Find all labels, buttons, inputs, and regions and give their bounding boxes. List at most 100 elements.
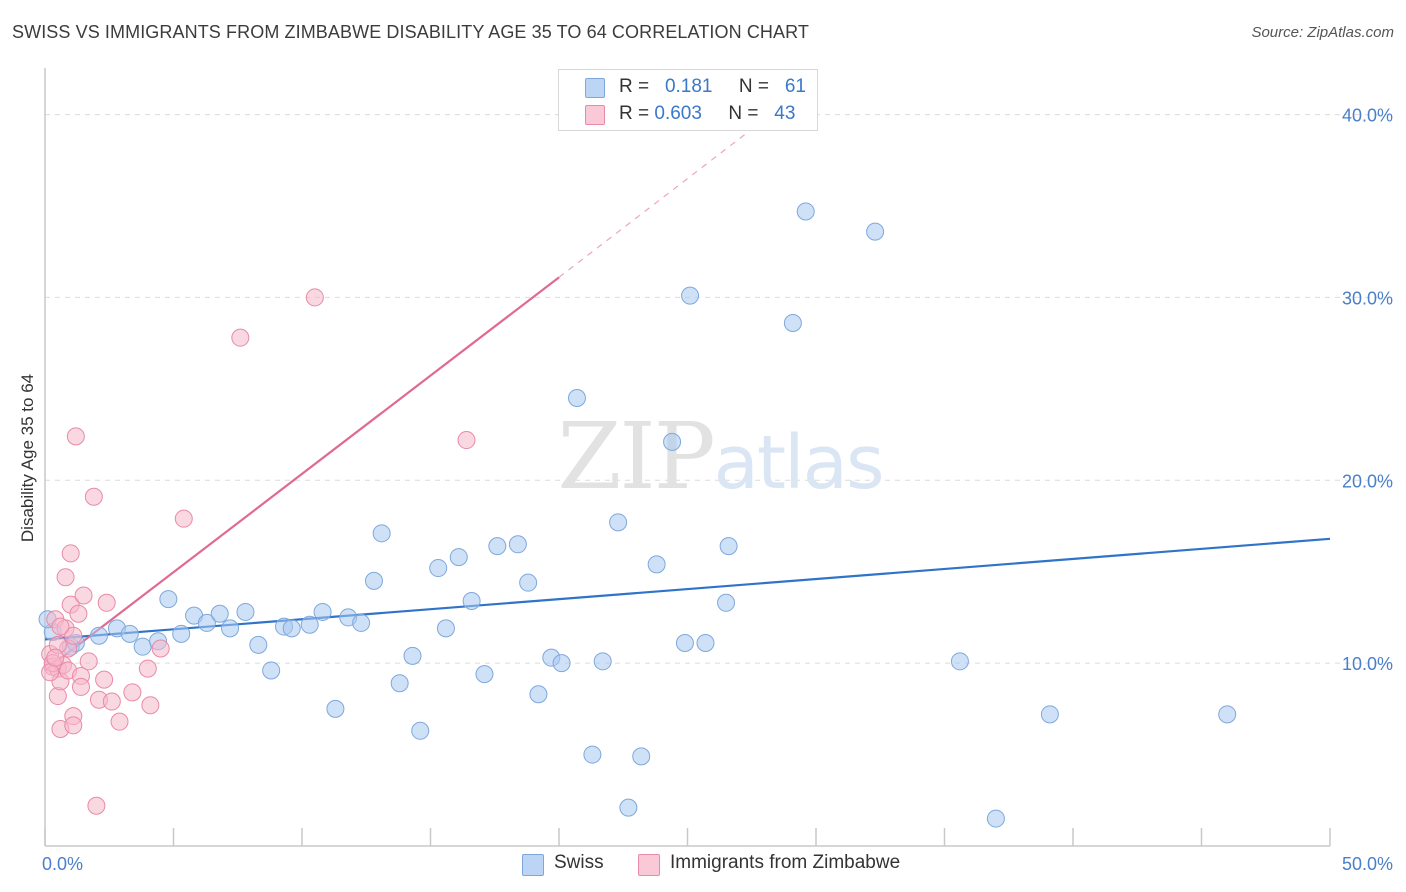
- point-swiss: [462, 591, 481, 610]
- point-zimbabwe: [61, 544, 80, 563]
- point-swiss: [796, 202, 815, 221]
- point-swiss: [403, 646, 422, 665]
- point-zimbabwe: [87, 796, 106, 815]
- point-zimbabwe: [56, 568, 75, 587]
- point-zimbabwe: [123, 683, 142, 702]
- point-zimbabwe: [174, 509, 193, 528]
- point-swiss: [390, 674, 409, 693]
- legend-r-value: 0.603: [654, 103, 702, 124]
- point-zimbabwe: [305, 288, 324, 307]
- point-swiss: [89, 626, 108, 645]
- point-swiss: [221, 619, 240, 638]
- data-points: [38, 202, 1237, 828]
- point-swiss: [300, 615, 319, 634]
- legend-n-label: N =: [738, 76, 770, 97]
- point-swiss: [719, 537, 738, 556]
- y-tick-label: 20.0%: [1342, 471, 1393, 491]
- point-zimbabwe: [95, 670, 114, 689]
- point-swiss: [593, 652, 612, 671]
- point-zimbabwe: [71, 677, 90, 696]
- chart-title: SWISS VS IMMIGRANTS FROM ZIMBABWE DISABI…: [12, 22, 809, 42]
- x-tick-label: 50.0%: [1342, 854, 1393, 874]
- point-swiss: [552, 654, 571, 673]
- point-swiss: [681, 286, 700, 305]
- point-swiss: [236, 602, 255, 621]
- point-swiss: [529, 685, 548, 704]
- legend-n-value: 61: [784, 76, 806, 97]
- y-tick-label: 10.0%: [1342, 654, 1393, 674]
- bottom-legend-label-swiss: Swiss: [554, 852, 604, 873]
- point-zimbabwe: [64, 716, 83, 735]
- point-zimbabwe: [84, 487, 103, 506]
- point-zimbabwe: [51, 617, 70, 636]
- point-zimbabwe: [141, 696, 160, 715]
- point-swiss: [249, 635, 268, 654]
- point-swiss: [197, 613, 216, 632]
- y-tick-label: 40.0%: [1342, 106, 1393, 126]
- point-swiss: [696, 634, 715, 653]
- point-swiss: [950, 652, 969, 671]
- point-zimbabwe: [138, 659, 157, 678]
- point-swiss: [429, 559, 448, 578]
- point-zimbabwe: [69, 604, 88, 623]
- trend-line-extension-1: [558, 128, 753, 278]
- point-swiss: [647, 555, 666, 574]
- source-label: Source: ZipAtlas.com: [1251, 24, 1394, 41]
- trend-line-0: [44, 537, 1331, 641]
- trend-line-1: [44, 276, 560, 672]
- point-swiss: [436, 619, 455, 638]
- point-swiss: [411, 721, 430, 740]
- point-swiss: [475, 665, 494, 684]
- x-tick-label: 0.0%: [42, 854, 83, 874]
- point-swiss: [1040, 705, 1059, 724]
- point-zimbabwe: [74, 586, 93, 605]
- bottom-legend-swatch-zimbabwe: [638, 854, 660, 876]
- point-swiss: [508, 535, 527, 554]
- tick-labels: 10.0% 20.0% 30.0% 40.0% 0.0% 50.0%: [42, 106, 1393, 874]
- point-zimbabwe: [79, 652, 98, 671]
- point-zimbabwe: [231, 328, 250, 347]
- point-swiss: [488, 537, 507, 556]
- point-swiss: [1218, 705, 1237, 724]
- point-swiss: [663, 432, 682, 451]
- point-swiss: [352, 613, 371, 632]
- point-swiss: [783, 314, 802, 333]
- point-swiss: [567, 389, 586, 407]
- point-swiss: [449, 548, 468, 567]
- point-swiss: [717, 593, 736, 612]
- point-swiss: [372, 524, 391, 543]
- correlation-legend: R = 0.181 N = 61 R = 0.603 N = 43: [558, 69, 818, 131]
- point-zimbabwe: [102, 692, 121, 711]
- point-swiss: [866, 222, 885, 241]
- point-swiss: [632, 747, 651, 766]
- watermark: ZIPatlas: [558, 403, 883, 510]
- point-zimbabwe: [151, 639, 170, 658]
- point-zimbabwe: [64, 626, 83, 645]
- point-swiss: [583, 745, 602, 764]
- point-zimbabwe: [46, 648, 65, 667]
- legend-r-value: 0.181: [664, 76, 713, 97]
- point-swiss: [282, 619, 301, 638]
- point-zimbabwe: [457, 431, 476, 450]
- axes: [44, 68, 1331, 847]
- point-swiss: [159, 590, 178, 609]
- point-zimbabwe: [66, 427, 85, 446]
- point-swiss: [262, 661, 281, 680]
- point-swiss: [519, 573, 538, 592]
- bottom-legend-label-zimbabwe: Immigrants from Zimbabwe: [670, 852, 901, 873]
- legend-swatch-zimbabwe: [585, 105, 605, 125]
- point-swiss: [120, 624, 139, 643]
- gridlines: [45, 114, 1392, 664]
- point-swiss: [172, 624, 191, 643]
- point-swiss: [619, 798, 638, 817]
- legend-n-value: 43: [774, 103, 796, 124]
- point-zimbabwe: [97, 593, 116, 612]
- legend-swatch-swiss: [585, 78, 605, 98]
- point-swiss: [364, 571, 383, 590]
- point-swiss: [609, 513, 628, 532]
- point-swiss: [210, 604, 229, 623]
- point-zimbabwe: [110, 712, 129, 731]
- point-zimbabwe: [48, 687, 67, 706]
- point-swiss: [675, 634, 694, 653]
